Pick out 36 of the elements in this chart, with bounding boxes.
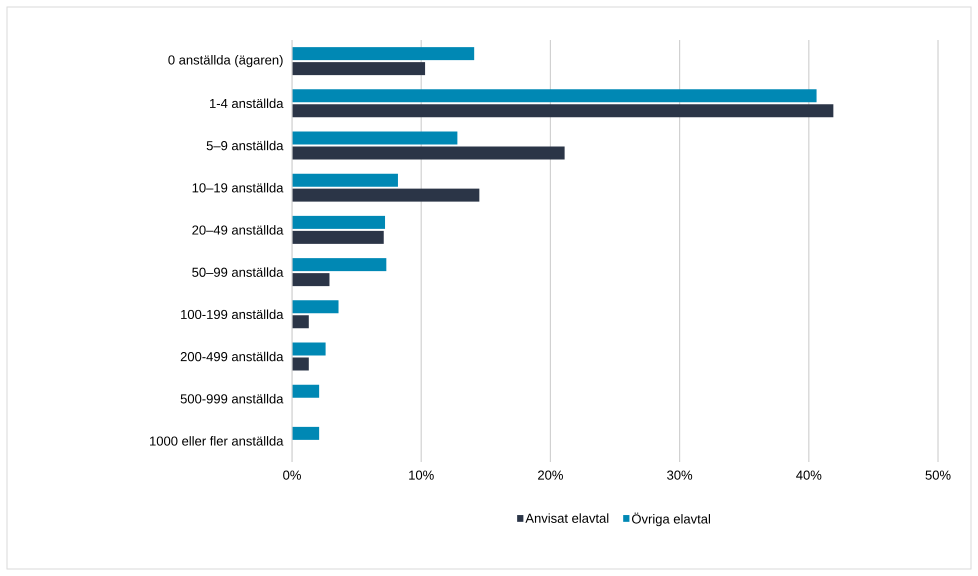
y-tick-label: 0 anställda (ägaren)	[168, 55, 283, 68]
x-tick-label: 0%	[283, 470, 301, 480]
legend-label: Anvisat elavtal	[525, 513, 608, 523]
bar	[292, 131, 458, 144]
y-tick-label: 100-199 anställda	[181, 310, 284, 320]
bar	[292, 146, 565, 160]
bar	[292, 216, 386, 229]
x-tick-label: 30%	[667, 470, 692, 480]
bar	[292, 47, 474, 60]
bar	[292, 174, 398, 187]
bar	[292, 104, 834, 118]
bar	[292, 357, 309, 370]
bar	[292, 342, 326, 356]
bar	[292, 300, 339, 314]
y-tick-label: 200-499 anställda	[180, 352, 284, 362]
bar	[292, 258, 386, 272]
bar	[292, 89, 817, 102]
bar	[292, 273, 330, 286]
y-tick-label: 20–49 anställda	[192, 225, 284, 235]
bar	[292, 426, 320, 440]
x-tick-label: 40%	[796, 470, 822, 480]
bar	[292, 188, 480, 202]
y-tick-label: 1-4 anställda	[210, 98, 284, 108]
y-tick-label: 10–19 anställda	[192, 182, 284, 192]
bar	[292, 384, 320, 398]
x-tick-label: 20%	[538, 470, 563, 480]
bar	[292, 62, 426, 76]
bar	[292, 315, 309, 328]
y-tick-label: 500-999 anställda	[180, 394, 284, 404]
legend-label: Övriga elavtal	[632, 512, 710, 526]
x-tick-label: 10%	[409, 470, 434, 480]
y-tick-label: 1000 eller fler anställda	[150, 436, 284, 446]
y-tick-label: 50–99 anställda	[192, 267, 284, 277]
bar	[292, 230, 384, 244]
y-tick-label: 5–9 anställda	[206, 140, 284, 150]
x-tick-label: 50%	[926, 470, 951, 480]
